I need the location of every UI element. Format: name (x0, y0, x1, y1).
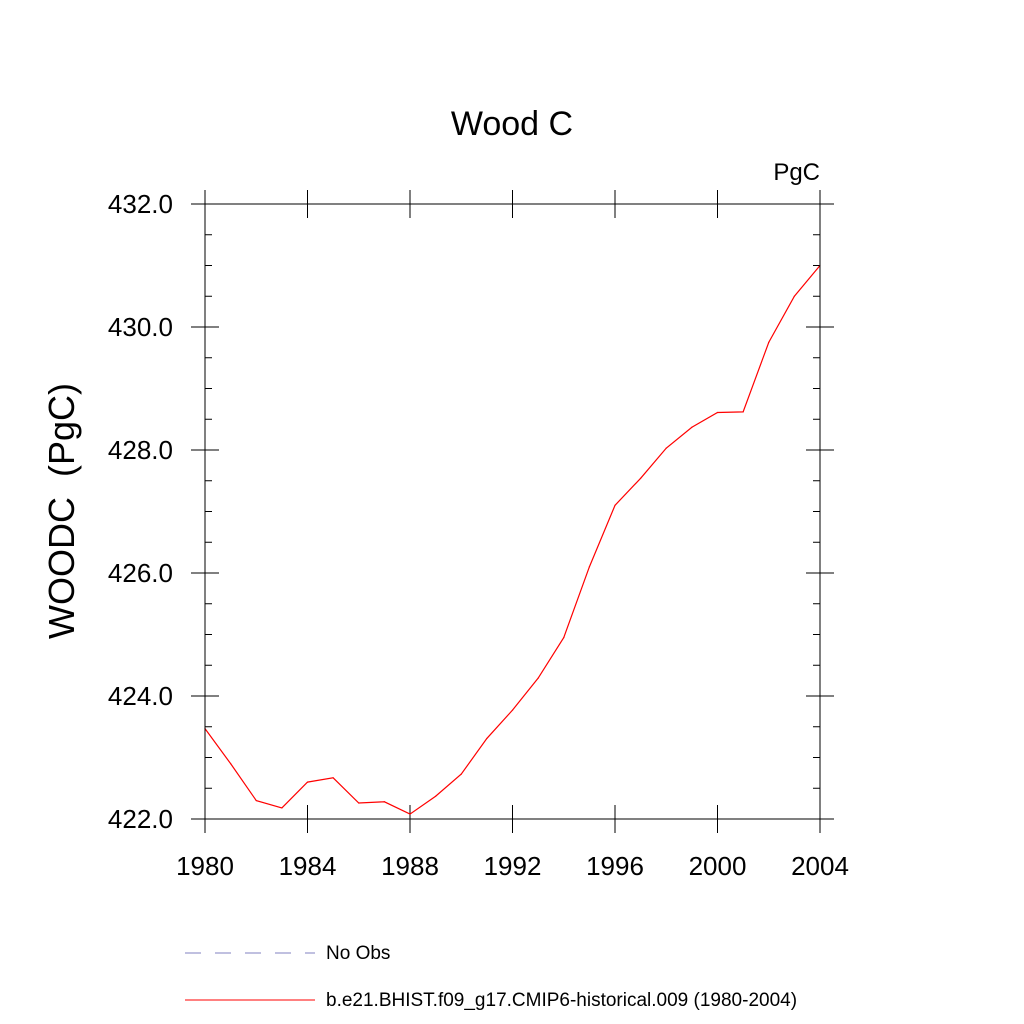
x-tick-label: 1992 (484, 851, 542, 881)
x-tick-label: 1996 (586, 851, 644, 881)
y-tick-label: 430.0 (108, 312, 173, 342)
data-point (358, 802, 360, 804)
y-axis-label: WOODC (PgC) (41, 383, 82, 639)
x-tick-label: 1980 (176, 851, 234, 881)
x-tick-label: 1988 (381, 851, 439, 881)
data-point (537, 677, 539, 679)
data-point (435, 795, 437, 797)
data-point (588, 566, 590, 568)
chart-title: Wood C (451, 105, 573, 143)
units-label: PgC (773, 159, 820, 186)
series-line (204, 265, 821, 815)
data-point (614, 504, 616, 506)
data-point (640, 477, 642, 479)
y-tick-label: 424.0 (108, 681, 173, 711)
data-point (742, 411, 744, 413)
y-tick-label: 428.0 (108, 435, 173, 465)
data-point (691, 426, 693, 428)
data-point (460, 773, 462, 775)
data-point (563, 636, 565, 639)
data-point (255, 799, 257, 802)
plot-frame (204, 203, 821, 820)
data-point (281, 807, 283, 809)
data-point (409, 813, 411, 815)
data-point (306, 781, 309, 783)
series-layer (204, 264, 821, 815)
data-point (383, 801, 385, 803)
legend: No Obs b.e21.BHIST.f09_g17.CMIP6-histori… (185, 943, 797, 1011)
axes: 1980 1984 1988 1992 1996 2000 2004 422.0 424.0 42… (108, 189, 849, 881)
legend-historical-label: b.e21.BHIST.f09_g17.CMIP6-historical.009… (326, 990, 797, 1011)
x-tick-label: 1984 (279, 851, 337, 881)
x-tick-label: 2004 (791, 851, 849, 881)
y-tick-label: 432.0 (108, 189, 173, 219)
legend-no-obs-label: No Obs (326, 943, 390, 964)
data-point (332, 777, 334, 779)
data-point (230, 763, 232, 765)
data-point (768, 341, 770, 343)
x-tick-label: 2000 (689, 851, 747, 881)
data-point (511, 709, 514, 711)
y-tick-label: 422.0 (108, 804, 173, 834)
data-point (716, 411, 719, 414)
y-tick-label: 426.0 (108, 558, 173, 588)
data-point (486, 737, 488, 740)
data-point (793, 295, 795, 297)
data-point (665, 447, 667, 449)
